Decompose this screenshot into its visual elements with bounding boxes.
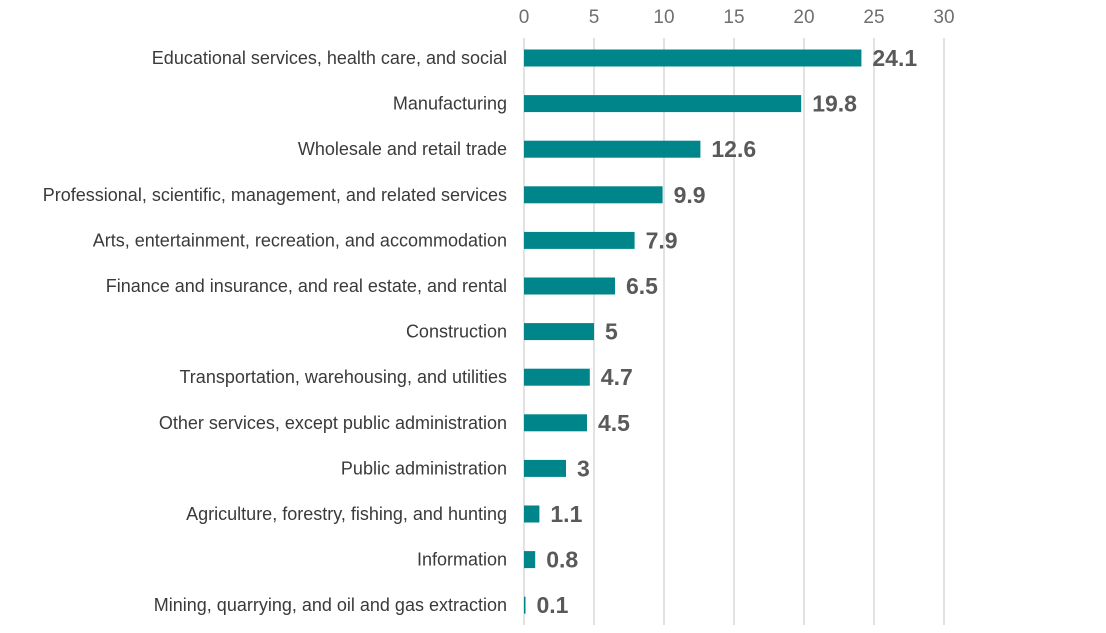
bar: [524, 505, 540, 523]
bar: [524, 186, 663, 204]
category-labels: Educational services, health care, and s…: [43, 48, 507, 615]
x-tick-label: 0: [519, 7, 530, 28]
bar: [524, 323, 594, 341]
value-label: 4.5: [598, 410, 630, 436]
category-label: Wholesale and retail trade: [298, 139, 507, 159]
bar: [524, 414, 587, 432]
x-tick-label: 25: [863, 7, 884, 28]
category-label: Educational services, health care, and s…: [152, 48, 507, 68]
x-tick-label: 15: [723, 7, 744, 28]
bar: [524, 140, 701, 158]
bar: [524, 596, 526, 614]
category-label: Public administration: [341, 458, 507, 478]
category-label: Mining, quarrying, and oil and gas extra…: [154, 595, 507, 615]
value-label: 6.5: [626, 273, 658, 299]
value-label: 4.7: [601, 364, 633, 390]
x-tick-label: 20: [793, 7, 814, 28]
bar: [524, 551, 536, 569]
value-label: 1.1: [550, 501, 582, 527]
gridlines: [523, 38, 945, 625]
value-label: 0.8: [546, 547, 578, 573]
category-label: Agriculture, forestry, fishing, and hunt…: [186, 504, 507, 524]
value-label: 3: [577, 455, 590, 481]
value-label: 5: [605, 319, 618, 345]
x-axis-tick-labels: 0 5 10 15 20 25 30: [519, 7, 955, 28]
category-label: Other services, except public administra…: [159, 413, 507, 433]
value-label: 12.6: [711, 136, 756, 162]
value-label: 7.9: [646, 227, 678, 253]
bar: [524, 277, 615, 295]
value-labels: 24.1 19.8 12.69.9 7.9 6.5 5 4.7 4.5 3 1.1 0.8 0.1: [537, 45, 918, 618]
x-tick-label: 5: [589, 7, 600, 28]
x-tick-label: 10: [653, 7, 674, 28]
bar: [524, 95, 802, 113]
bar: [524, 459, 566, 477]
x-tick-label: 30: [933, 7, 954, 28]
value-label: 9.9: [674, 182, 706, 208]
bar: [524, 368, 590, 386]
bar: [524, 49, 862, 67]
category-label: Manufacturing: [393, 94, 507, 114]
category-label: Transportation, warehousing, and utiliti…: [179, 367, 507, 387]
category-label: Construction: [406, 322, 507, 342]
category-label: Arts, entertainment, recreation, and acc…: [93, 230, 507, 250]
bar: [524, 231, 635, 249]
value-label: 0.1: [537, 592, 569, 618]
bars: [524, 49, 862, 614]
value-label: 24.1: [872, 45, 917, 71]
category-label: Information: [417, 550, 507, 570]
value-label: 19.8: [812, 91, 857, 117]
category-label: Professional, scientific, management, an…: [43, 185, 507, 205]
category-label: Finance and insurance, and real estate, …: [106, 276, 507, 296]
